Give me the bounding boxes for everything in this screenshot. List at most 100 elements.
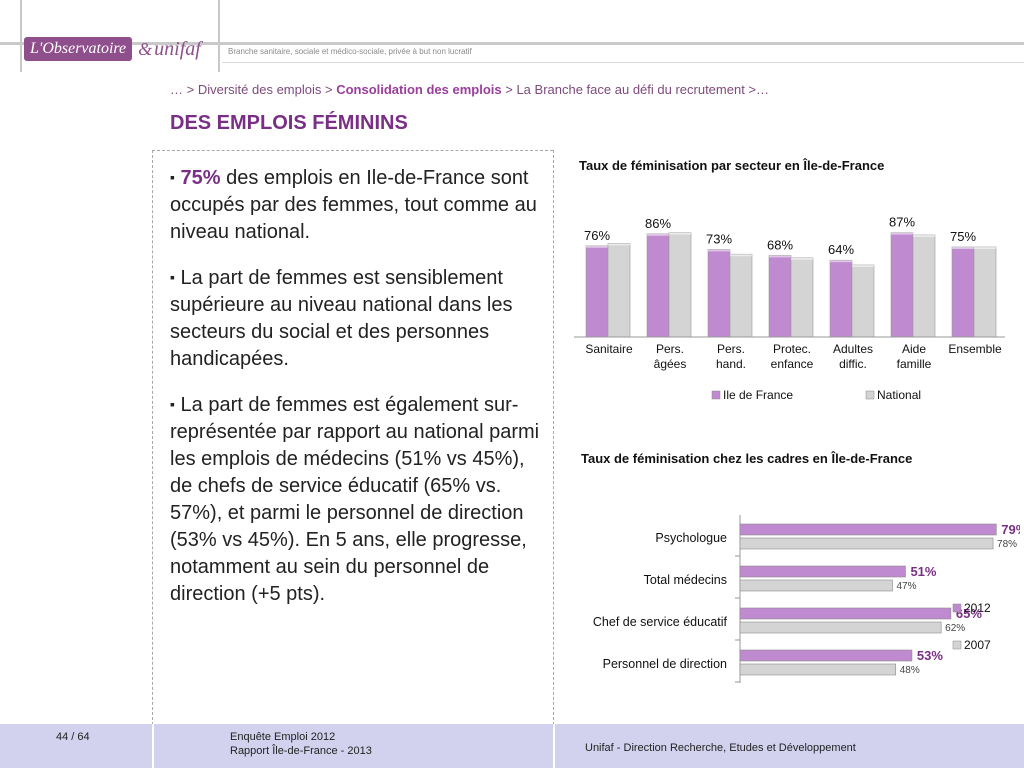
bullet-marker: ▪ xyxy=(170,169,175,185)
footer-divider xyxy=(152,724,154,768)
bar-national xyxy=(973,246,997,338)
bar-highlight xyxy=(669,232,691,235)
survey-line-1: Enquête Emploi 2012 xyxy=(230,731,336,743)
header-band xyxy=(0,42,1024,45)
bar-2012 xyxy=(739,523,997,536)
legend-label: National xyxy=(877,388,921,402)
bar-highlight xyxy=(708,249,730,252)
legend-swatch xyxy=(952,640,962,650)
legend-label: 2007 xyxy=(964,638,991,652)
data-label: 51% xyxy=(910,564,936,579)
bullet-item: ▪ La part de femmes est sensiblement sup… xyxy=(170,264,550,373)
sector-chart: 76%86%73% 68% 64%87%75%Sanitaire Pers.âgées… xyxy=(574,215,1005,402)
bullet-text: La part de femmes est sensiblement supér… xyxy=(170,267,513,370)
breadcrumb: … > Diversité des emplois > Consolidatio… xyxy=(170,82,769,97)
data-label: 73% xyxy=(706,231,732,246)
footer xyxy=(0,724,1024,768)
category-label: Sanitaire xyxy=(585,342,633,356)
bar-national xyxy=(851,264,875,338)
bar-2007 xyxy=(739,663,897,676)
bar-ile-de-france xyxy=(890,232,914,338)
cadres-chart: Psychologue Total médecins Chef de service… xyxy=(593,515,1020,683)
data-label: 79% xyxy=(1001,522,1020,537)
bar-ile-de-france xyxy=(768,255,792,338)
category-label: famille xyxy=(897,357,932,371)
bar-2007 xyxy=(739,537,994,550)
category-label: Protec. xyxy=(773,342,811,356)
data-label: 53% xyxy=(917,648,943,663)
data-label: 76% xyxy=(584,228,610,243)
bar-2007 xyxy=(739,579,893,592)
logo[interactable]: L'Observatoire & unifaf xyxy=(24,36,201,62)
logo-name: L'Observatoire xyxy=(24,37,133,61)
category-label: Psychologue xyxy=(655,531,727,545)
category-label: Pers. xyxy=(656,342,684,356)
bullet-marker: ▪ xyxy=(170,269,175,285)
bar-national xyxy=(668,232,692,338)
bar-highlight xyxy=(974,247,996,249)
data-label: 65% xyxy=(956,606,982,621)
cadres-chart-title: Taux de féminisation chez les cadres en … xyxy=(581,451,913,466)
bar-highlight xyxy=(891,232,913,235)
tagline: Branche sanitaire, sociale et médico-soc… xyxy=(228,47,472,56)
bar-2012 xyxy=(739,649,913,662)
bar-national xyxy=(607,243,631,338)
bar-highlight xyxy=(769,255,791,258)
category-label: Adultes xyxy=(833,342,873,356)
bar-highlight xyxy=(647,233,669,236)
legend-swatch xyxy=(952,603,962,613)
bar-ile-de-france xyxy=(646,233,670,338)
page-title: DES EMPLOIS FÉMININS xyxy=(170,112,408,134)
data-label: 68% xyxy=(767,237,793,252)
data-label: 86% xyxy=(645,216,671,231)
logo-ampersand: & xyxy=(138,38,153,59)
data-label: 87% xyxy=(889,215,915,230)
bullet-marker: ▪ xyxy=(170,396,175,412)
bar-2007 xyxy=(739,621,942,634)
bar-ile-de-france xyxy=(585,245,609,338)
bar-ile-de-france xyxy=(951,246,975,338)
data-label: 64% xyxy=(828,242,854,257)
bar-highlight xyxy=(952,247,974,249)
legend-swatch xyxy=(711,390,721,400)
category-label: âgées xyxy=(654,357,687,371)
bar-highlight xyxy=(730,254,752,257)
bar-2012 xyxy=(739,565,906,578)
logo-brand: unifaf xyxy=(154,37,201,60)
bar-ile-de-france xyxy=(707,249,731,338)
footer-divider xyxy=(553,724,555,768)
breadcrumb-current[interactable]: Consolidation des emplois xyxy=(336,82,502,97)
bar-national xyxy=(912,234,936,338)
bar-national xyxy=(790,257,814,338)
category-label: Total médecins xyxy=(644,573,727,587)
legend-swatch xyxy=(865,390,875,400)
bullet-list: ▪ 75% des emplois en Ile-de-France sont … xyxy=(170,164,550,626)
breadcrumb-prefix[interactable]: … > Diversité des emplois > xyxy=(170,82,333,97)
bar-highlight xyxy=(830,260,852,263)
data-label: 62% xyxy=(945,623,965,634)
data-label: 48% xyxy=(900,665,920,676)
header-rule xyxy=(222,62,1024,63)
bar-ile-de-france xyxy=(829,259,853,338)
bar-highlight xyxy=(913,235,935,237)
organization: Unifaf - Direction Recherche, Etudes et … xyxy=(585,742,856,754)
bullet-item: ▪ 75% des emplois en Ile-de-France sont … xyxy=(170,164,550,246)
bullet-text: La part de femmes est également sur-repr… xyxy=(170,394,540,605)
bar-highlight xyxy=(608,243,630,246)
bar-2012 xyxy=(739,607,952,620)
bar-highlight xyxy=(791,257,813,260)
survey-line-2: Rapport Île-de-France - 2013 xyxy=(230,745,372,757)
data-label: 78% xyxy=(997,539,1017,550)
category-label: Chef de service éducatif xyxy=(593,615,728,629)
category-label: diffic. xyxy=(839,357,867,371)
bullet-highlight: 75% xyxy=(180,167,221,189)
legend-label: 2012 xyxy=(964,601,991,615)
breadcrumb-suffix[interactable]: > La Branche face au défi du recrutement… xyxy=(505,82,770,97)
category-label: Ensemble xyxy=(948,342,1002,356)
category-label: hand. xyxy=(716,357,746,371)
sector-chart-title: Taux de féminisation par secteur en Île-… xyxy=(579,158,885,173)
bar-highlight xyxy=(852,265,874,267)
divider-top xyxy=(152,150,553,151)
logo-frame xyxy=(20,0,220,72)
legend-label: Ile de France xyxy=(723,388,793,402)
